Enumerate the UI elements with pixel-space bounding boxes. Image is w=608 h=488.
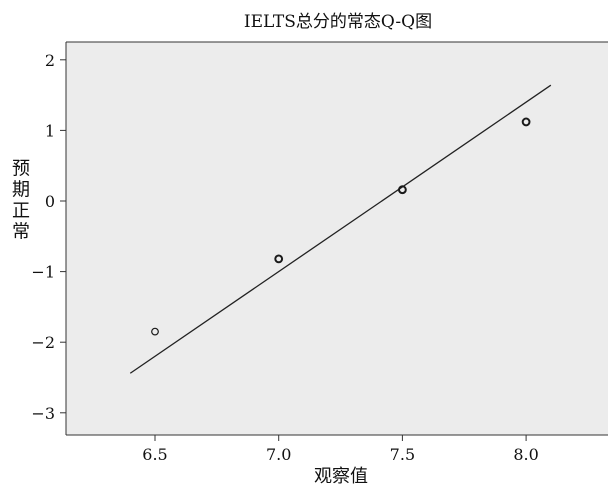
y-axis-label-char: 期 [12,180,30,201]
data-points [151,117,531,336]
x-axis-label: 观察值 [314,466,368,487]
x-tick-label: 8.0 [513,445,538,464]
y-tick-label: −3 [31,404,55,423]
y-axis-label-char: 常 [12,222,30,243]
reference-line-group [129,84,552,374]
x-ticks: 6.5 7.0 7.5 8.0 [142,435,539,464]
y-tick-label: −1 [31,263,55,282]
data-point [398,185,407,195]
data-point [151,327,159,336]
x-tick-label: 7.0 [266,445,291,464]
y-ticks: 2 1 0 −1 −2 −3 [31,51,66,423]
y-axis-label-char: 正 [12,201,30,222]
y-tick-label: 0 [45,192,55,211]
y-tick-label: 1 [45,121,55,140]
x-tick-label: 7.5 [390,445,415,464]
data-point [521,117,531,127]
y-axis-label: 预期正常 [12,159,30,243]
y-tick-label: 2 [45,51,55,70]
data-point [274,254,284,264]
plot-area [66,42,608,435]
reference-line [129,84,552,374]
y-tick-label: −2 [31,333,55,352]
x-tick-label: 6.5 [142,445,167,464]
chart-title: IELTS总分的常态Q-Q图 [244,12,432,32]
y-axis-label-char: 预 [12,159,30,180]
